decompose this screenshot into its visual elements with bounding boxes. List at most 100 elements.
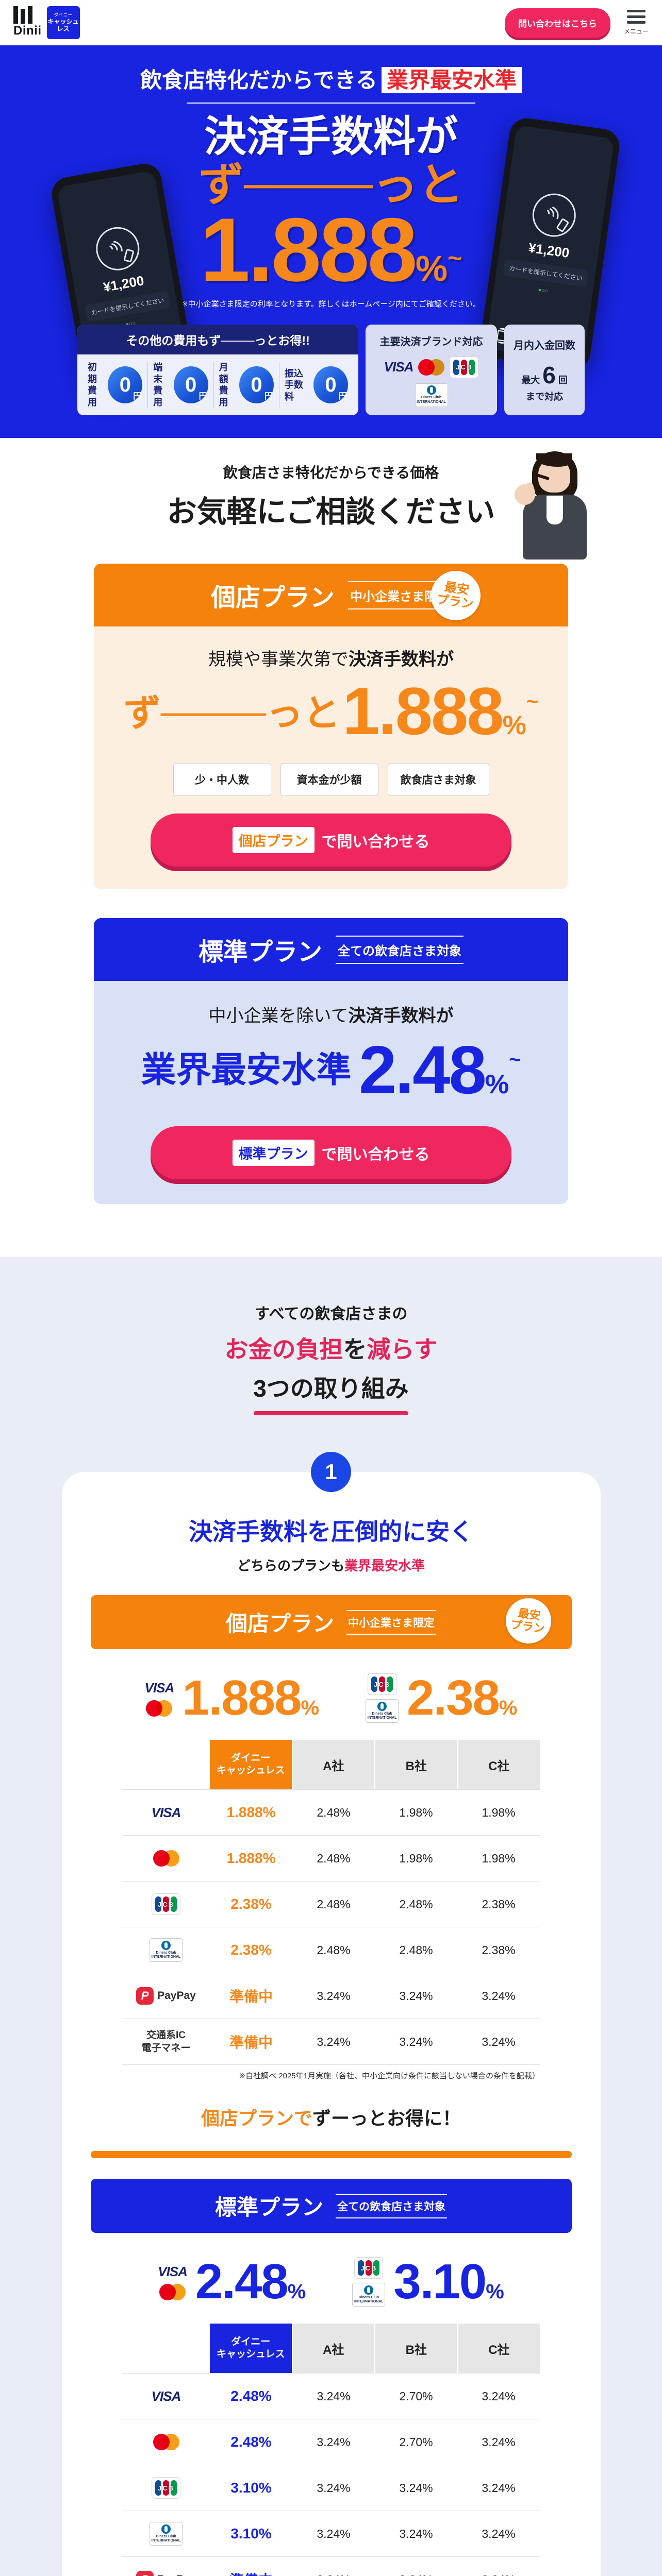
hero-note: ※中小企業さま限定の利率となります。詳しくはホームページ内にてご確認ください。 bbox=[181, 300, 481, 309]
menu-button[interactable]: メニュー bbox=[624, 10, 649, 36]
table-row: VISA 1.888% 2.48% 1.98% 1.98% bbox=[122, 1789, 540, 1836]
row-label: JCB bbox=[122, 2465, 210, 2511]
other-fees-card: その他の費用もず────っとお得!! 初期 費用 0 円端末 費用 0 円月額 費用 0 円振込手… bbox=[77, 325, 358, 416]
row-label: 交通系IC 電子マネー bbox=[122, 2019, 210, 2065]
standard-inquiry-button[interactable]: 標準プラン で問い合わせる bbox=[151, 1126, 511, 1180]
table-cell: 2.48% bbox=[375, 1927, 457, 1973]
payout-count: 最大 6 回 まで対応 bbox=[521, 362, 568, 402]
table-cell: 2.48% bbox=[292, 1882, 375, 1927]
brand-rate-value: 2.48% bbox=[195, 2254, 306, 2310]
phone-caption: カードを提示してください bbox=[503, 259, 589, 287]
table-header-row: ダイニー キャッシュレス A社 B社 C社 bbox=[122, 1740, 540, 1790]
brand-rate: VISA 1.888% bbox=[145, 1670, 320, 1726]
table-cell: 3.24% bbox=[292, 2019, 375, 2065]
brand-logo[interactable]: Dinii ダイニー キャッシュ レス bbox=[13, 6, 80, 39]
dinii-logo-mark: Dinii bbox=[13, 6, 42, 37]
consult-section: 飲食店さま特化だからできる価格 お気軽にご相談ください bbox=[0, 438, 662, 562]
row-label bbox=[122, 2419, 210, 2465]
standard-plan-header: 標準プラン 全ての飲食店さま対象 bbox=[94, 918, 568, 981]
diners-logo: Diners Club INTERNATIONAL bbox=[366, 1699, 399, 1723]
consult-line1: 飲食店さま特化だからできる価格 bbox=[223, 465, 439, 481]
heading-underline bbox=[254, 1411, 408, 1416]
phone-caption: カードを提示してください bbox=[85, 291, 171, 323]
jcb-logo: JCB bbox=[354, 2257, 384, 2279]
table-cell: 2.48% bbox=[210, 2374, 292, 2419]
koten-plan-header: 個店プラン 中小企業さま限定 最安 プラン bbox=[94, 564, 568, 627]
table-cell: 2.38% bbox=[210, 1927, 292, 1973]
row-label: JCB bbox=[122, 1882, 210, 1927]
row-label: VISA bbox=[122, 2374, 210, 2419]
table-cell: 3.24% bbox=[457, 2419, 540, 2465]
plan-chip: 資本金が少額 bbox=[280, 763, 378, 796]
table-cell: 1.98% bbox=[375, 1790, 457, 1836]
brand-rate-value: 3.10% bbox=[393, 2254, 504, 2310]
hero-zutto: ず────っと bbox=[198, 159, 464, 211]
hero-rate: 1.888%~ bbox=[200, 200, 462, 301]
brand-rate-value: 1.888% bbox=[182, 1670, 320, 1726]
table-row: 1.888% 2.48% 1.98% 1.98% bbox=[122, 1835, 540, 1882]
menu-label: メニュー bbox=[623, 28, 649, 35]
zero-fee-item: 端末 費用 0 円 bbox=[147, 362, 213, 409]
dinii-column-header: ダイニー キャッシュレス bbox=[210, 2324, 292, 2374]
table-cell: 3.10% bbox=[210, 2465, 292, 2511]
hero-title-highlight: 業界最安水準 bbox=[381, 67, 522, 93]
phone-amount: ¥1,200 bbox=[527, 240, 571, 261]
jcb-logo: JCB bbox=[450, 356, 479, 378]
table-cell: 3.24% bbox=[292, 2374, 375, 2419]
contact-button[interactable]: 問い合わせはこちら bbox=[504, 8, 610, 38]
mastercard-logo bbox=[159, 2283, 186, 2300]
table-cell: 2.48% bbox=[292, 1836, 375, 1882]
table-cell: 3.10% bbox=[210, 2511, 292, 2557]
table-cell: 3.24% bbox=[375, 2557, 457, 2576]
payout-card: 月内入金回数 最大 6 回 まで対応 bbox=[504, 325, 585, 416]
table-cell: 3.24% bbox=[292, 2419, 375, 2465]
competitor-column-header: C社 bbox=[458, 2324, 540, 2374]
brand-rate-value: 2.38% bbox=[407, 1670, 518, 1726]
table-cell: 2.70% bbox=[375, 2419, 457, 2465]
table-cell: 1.98% bbox=[375, 1836, 457, 1882]
zero-fee-label: 端末 費用 bbox=[153, 362, 163, 408]
table-cell: 1.888% bbox=[210, 1836, 292, 1882]
zero-fee-item: 月額 費用 0 円 bbox=[213, 362, 279, 409]
diners-logo: Diners Club INTERNATIONAL bbox=[150, 1938, 183, 1962]
brand-rate: VISA 2.48% bbox=[158, 2253, 306, 2310]
initiatives-heading: すべての飲食店さまの お金の負担を減らす 3つの取り組み bbox=[0, 1301, 662, 1416]
visa-logo: VISA bbox=[151, 1804, 181, 1820]
table-cell: 準備中 bbox=[210, 1973, 292, 2019]
table-cell: 3.24% bbox=[292, 2557, 375, 2576]
table-cell: 2.70% bbox=[375, 2374, 457, 2419]
section1-title: 決済手数料を圧倒的に安く bbox=[189, 1518, 473, 1546]
phone-amount: ¥1,200 bbox=[102, 273, 145, 295]
orange-divider bbox=[90, 2151, 572, 2159]
dinii-bars-icon bbox=[13, 6, 32, 24]
row-label: VISA bbox=[122, 1790, 210, 1836]
competitor-column-header: C社 bbox=[458, 1740, 540, 1790]
cta-plan-tag: 個店プラン bbox=[232, 827, 315, 854]
brand-rate: JCB Diners Club INTERNATIONAL 2.38% bbox=[366, 1670, 517, 1726]
zero-fee-item: 振込 手数料 0 円 bbox=[278, 362, 353, 409]
table-cell: 準備中 bbox=[210, 2557, 292, 2576]
koten-table-header: 個店プラン 中小企業さま限定 最安 プラン bbox=[90, 1595, 572, 1650]
competitor-column-header: A社 bbox=[292, 1740, 374, 1790]
dinii-column-header: ダイニー キャッシュレス bbox=[210, 1740, 292, 1790]
koten-tagline: 個店プランでずーっとお得に！ bbox=[201, 2108, 461, 2129]
payout-card-title: 月内入金回数 bbox=[514, 340, 575, 352]
table-row: Diners Club INTERNATIONAL 3.10% 3.24% 3.24% 3… bbox=[122, 2511, 540, 2557]
mastercard-logo bbox=[418, 359, 445, 376]
row-label: Diners Club INTERNATIONAL bbox=[122, 2511, 210, 2557]
zero-fee-item: 初期 費用 0 円 bbox=[82, 362, 147, 408]
consult-line2: お気軽にご相談ください bbox=[167, 495, 495, 529]
table-header-row: ダイニー キャッシュレス A社 B社 C社 bbox=[122, 2324, 540, 2374]
jcb-logo: JCB bbox=[368, 1673, 397, 1696]
visa-logo: VISA bbox=[151, 2388, 181, 2404]
standard-table-header: 標準プラン 全ての飲食店さま対象 bbox=[90, 2179, 572, 2233]
table-cell: 2.48% bbox=[210, 2419, 292, 2465]
plans-section: 個店プラン 中小企業さま限定 最安 プラン 規模や事業次第で決済手数料が ず──… bbox=[0, 562, 662, 1257]
zero-fee-label: 月額 費用 bbox=[219, 362, 228, 408]
brands-card: 主要決済ブランド対応 VISA JCB Diners Club INTERNATION… bbox=[366, 325, 497, 416]
koten-inquiry-button[interactable]: 個店プラン で問い合わせる bbox=[151, 814, 511, 867]
diners-logo: Diners Club INTERNATIONAL bbox=[415, 383, 448, 407]
